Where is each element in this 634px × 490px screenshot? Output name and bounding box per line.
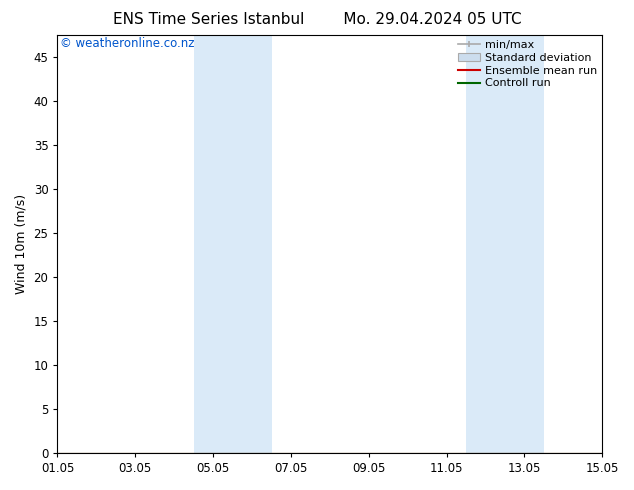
Bar <box>193 35 271 453</box>
Legend: min/max, Standard deviation, Ensemble mean run, Controll run: min/max, Standard deviation, Ensemble me… <box>456 38 599 91</box>
Text: ENS Time Series Istanbul        Mo. 29.04.2024 05 UTC: ENS Time Series Istanbul Mo. 29.04.2024 … <box>113 12 521 27</box>
Bar <box>466 35 544 453</box>
Y-axis label: Wind 10m (m/s): Wind 10m (m/s) <box>15 194 28 294</box>
Text: © weatheronline.co.nz: © weatheronline.co.nz <box>60 37 195 49</box>
